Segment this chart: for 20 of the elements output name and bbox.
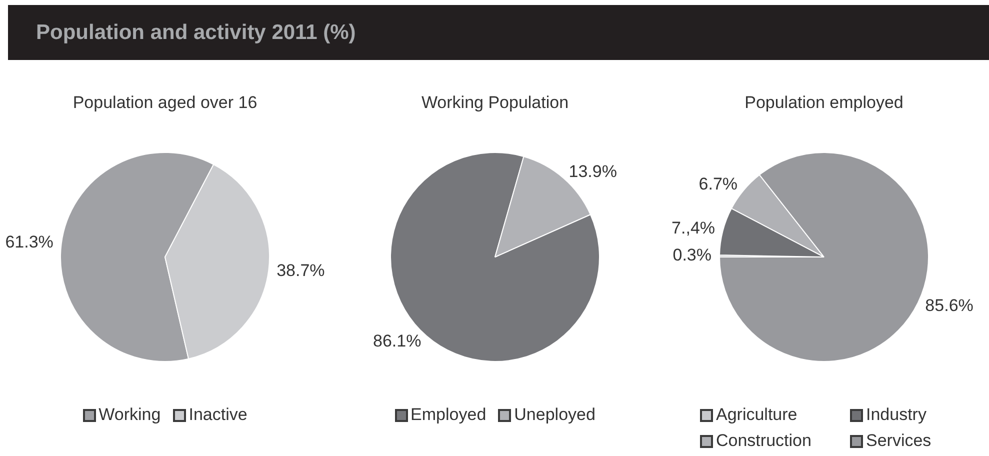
legend-label: Industry [866, 405, 926, 425]
data-label: 86.1% [373, 332, 422, 351]
chart-subtitle: Population employed [744, 93, 904, 113]
data-label: 7.,4% [672, 218, 716, 238]
data-label: 13.9% [568, 162, 617, 181]
data-label: 38.7% [276, 261, 325, 280]
legend-label: Uneployed [514, 405, 596, 425]
data-label: 0.3% [672, 246, 712, 265]
chart-title: Population and activity 2011 (%) [36, 21, 356, 45]
legend-label: Agriculture [716, 405, 798, 425]
legend-label: Inactive [188, 405, 248, 425]
chart-subtitle: Working Population [420, 93, 570, 113]
legend-label: Construction [716, 431, 812, 451]
legend-label: Employed [410, 405, 486, 425]
data-label: 85.6% [925, 296, 974, 315]
legend-label: Services [866, 431, 932, 451]
chart-subtitle: Population aged over 16 [72, 93, 258, 113]
data-label: 61.3% [5, 232, 54, 252]
data-label: 6.7% [698, 174, 738, 194]
legend-label: Working [98, 405, 161, 425]
